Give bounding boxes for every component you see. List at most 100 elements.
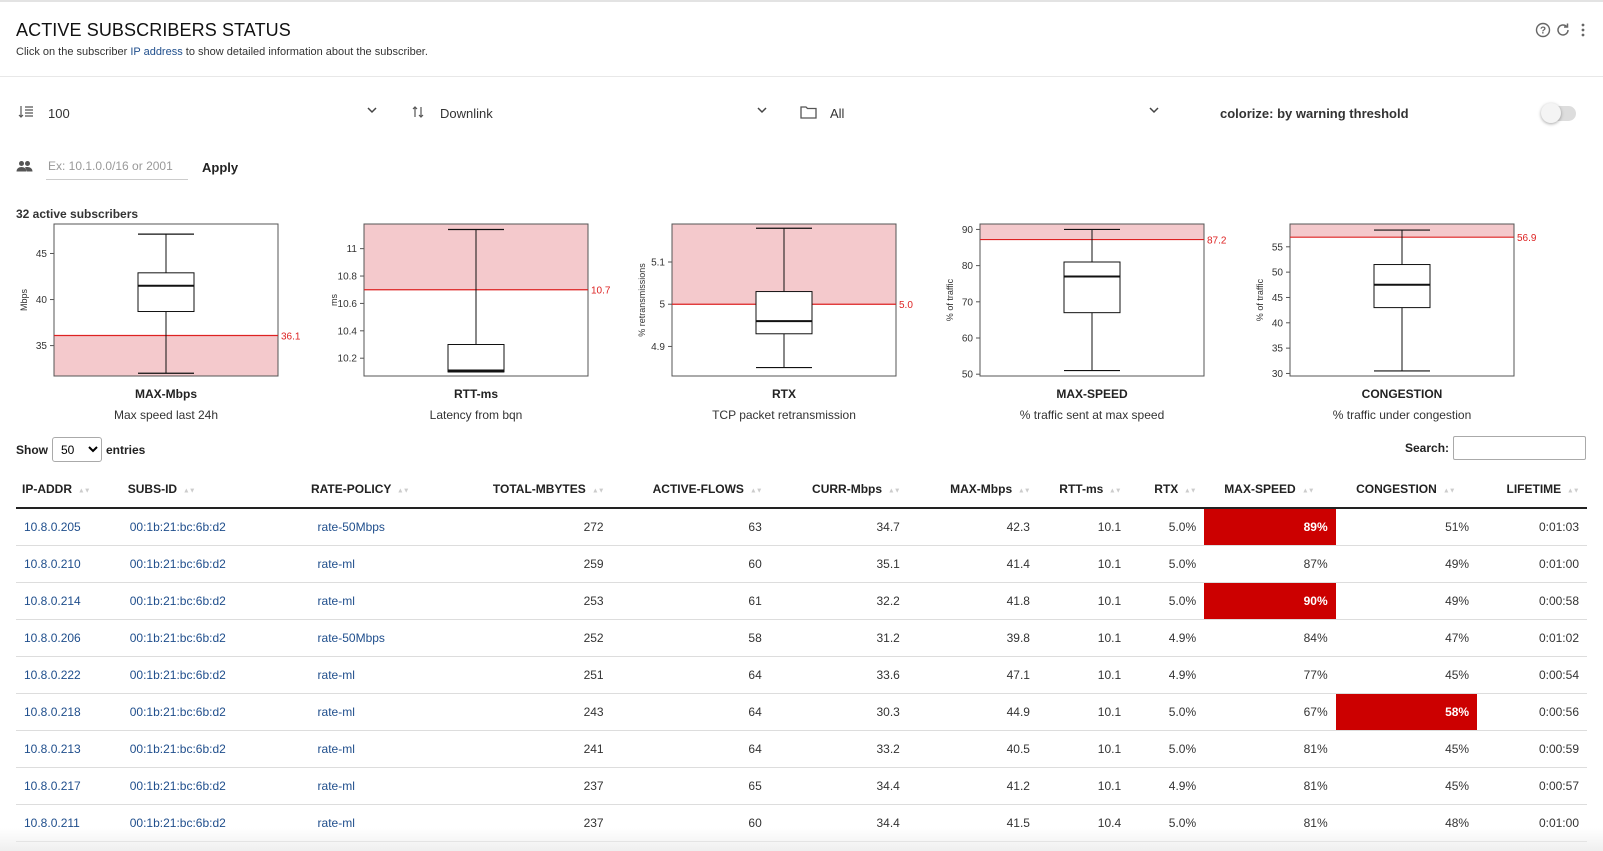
y-tick-label: 40 [36, 295, 48, 306]
table-cell: 4.9% [1129, 767, 1205, 805]
table-cell[interactable]: rate-ml [275, 545, 447, 583]
table-cell[interactable]: 00:1b:21:bc:6b:d2 [121, 767, 276, 805]
table-cell[interactable]: rate-50Mbps [275, 508, 447, 546]
table-cell: 44.9 [907, 693, 1038, 731]
table-cell: 34.4 [769, 767, 908, 805]
filter-input[interactable] [46, 155, 188, 180]
table-cell: 4.9% [1129, 619, 1205, 657]
chart-title: RTT-ms [454, 387, 498, 401]
sort-icon[interactable]: ▲▼ [1018, 485, 1031, 494]
table-cell[interactable]: 00:1b:21:bc:6b:d2 [121, 804, 276, 842]
table-cell[interactable]: 00:1b:21:bc:6b:d2 [121, 730, 276, 768]
table-cell[interactable]: 10.8.0.205 [16, 508, 122, 546]
table-cell: 87% [1204, 545, 1336, 583]
sort-icon[interactable]: ▲▼ [77, 485, 91, 494]
more-vert-icon[interactable] [1575, 22, 1591, 40]
table-cell: 77% [1204, 656, 1336, 694]
y-axis-label: % of traffic [945, 278, 955, 321]
column-header[interactable]: TOTAL-MBYTES ▲▼ [446, 470, 612, 509]
table-cell: 41.8 [907, 582, 1038, 620]
table-cell: 5.0% [1129, 582, 1205, 620]
column-header[interactable]: SUBS-ID ▲▼ [121, 470, 276, 509]
table-cell: 63 [611, 508, 770, 546]
sort-icon[interactable]: ▲▼ [183, 485, 196, 494]
table-row: 10.8.0.210 00:1b:21:bc:6b:d2 rate-ml 259 60 3… [16, 545, 1587, 583]
sort-icon[interactable]: ▲▼ [1567, 485, 1580, 494]
table-cell[interactable]: rate-ml [275, 804, 447, 842]
entries-select[interactable]: 50 [52, 437, 102, 462]
table-cell[interactable]: 00:1b:21:bc:6b:d2 [121, 508, 276, 546]
column-header[interactable]: CONGESTION ▲▼ [1335, 470, 1478, 509]
table-cell: 33.2 [769, 730, 908, 768]
iqr-box [1063, 261, 1121, 314]
subtitle-post: to show detailed information about the s… [182, 46, 428, 58]
column-header[interactable]: RATE-POLICY ▲▼ [275, 470, 447, 509]
apply-button[interactable]: Apply [202, 160, 239, 175]
column-header[interactable]: RTX ▲▼ [1129, 470, 1205, 509]
sort-icon[interactable]: ▲▼ [397, 485, 410, 494]
folder-select[interactable]: All [798, 100, 1160, 126]
table-cell: 45% [1335, 656, 1478, 694]
column-header[interactable]: MAX-SPEED ▲▼ [1204, 470, 1336, 509]
table-cell[interactable]: 10.8.0.222 [16, 656, 122, 694]
column-header[interactable]: MAX-Mbps ▲▼ [907, 470, 1038, 509]
column-header[interactable]: CURR-Mbps ▲▼ [769, 470, 908, 509]
help-icon[interactable]: ? [1535, 22, 1551, 40]
column-header[interactable]: LIFETIME ▲▼ [1477, 470, 1587, 509]
direction-select[interactable]: Downlink [408, 100, 768, 126]
column-header-label: LIFETIME [1506, 481, 1562, 496]
threshold-label: 87.2 [1207, 236, 1227, 247]
y-tick-label: 50 [962, 370, 974, 381]
toggle-knob [1541, 103, 1561, 123]
sort-icon[interactable]: ▲▼ [888, 485, 901, 494]
table-cell: 34.4 [769, 804, 908, 842]
table-cell[interactable]: rate-ml [275, 730, 447, 768]
show-entries: Show 50 entries [16, 437, 145, 462]
sort-icon[interactable]: ▲▼ [749, 485, 763, 494]
table-cell[interactable]: 10.8.0.218 [16, 693, 122, 731]
sort-icon[interactable]: ▲▼ [1109, 485, 1122, 494]
sort-icon[interactable]: ▲▼ [591, 485, 605, 494]
table-cell[interactable]: 00:1b:21:bc:6b:d2 [121, 619, 276, 657]
table-cell: 39.8 [907, 619, 1038, 657]
table-cell[interactable]: 10.8.0.214 [16, 582, 122, 620]
column-header[interactable]: IP-ADDR ▲▼ [16, 470, 122, 509]
chart-subtitle: Latency from bqn [430, 408, 523, 422]
table-cell: 259 [446, 545, 612, 583]
y-tick-label: 10.2 [338, 354, 358, 365]
table-cell: 31.2 [769, 619, 908, 657]
table-cell[interactable]: 10.8.0.206 [16, 619, 122, 657]
limit-select[interactable]: 100 [16, 100, 378, 126]
sort-icon[interactable]: ▲▼ [1301, 485, 1315, 494]
colorize-toggle[interactable] [1541, 103, 1576, 123]
sort-icon[interactable]: ▲▼ [1184, 485, 1197, 494]
sort-icon[interactable]: ▲▼ [1442, 485, 1456, 494]
table-cell[interactable]: 00:1b:21:bc:6b:d2 [121, 582, 276, 620]
table-cell[interactable]: 10.8.0.217 [16, 767, 122, 805]
column-header[interactable]: RTT-ms ▲▼ [1037, 470, 1130, 509]
refresh-icon[interactable] [1555, 22, 1571, 40]
column-header-label: RATE-POLICY [310, 481, 392, 496]
active-count: 32 active subscribers [16, 207, 139, 221]
table-cell: 84% [1204, 619, 1336, 657]
table-cell[interactable]: 10.8.0.211 [16, 804, 122, 842]
table-cell: 10.4 [1037, 804, 1130, 842]
table-cell[interactable]: rate-ml [275, 582, 447, 620]
search-input[interactable] [1453, 436, 1587, 460]
plot-frame [1289, 223, 1515, 377]
table-cell[interactable]: rate-ml [275, 656, 447, 694]
table-cell: 5.0% [1129, 730, 1205, 768]
table-cell[interactable]: rate-50Mbps [275, 619, 447, 657]
table-cell[interactable]: rate-ml [275, 693, 447, 731]
subtitle-link[interactable]: IP address [130, 46, 183, 58]
table-cell[interactable]: 10.8.0.210 [16, 545, 122, 583]
column-header-label: ACTIVE-FLOWS [652, 481, 744, 496]
threshold-label: 56.9 [1517, 233, 1537, 244]
column-header[interactable]: ACTIVE-FLOWS ▲▼ [611, 470, 770, 509]
table-row: 10.8.0.217 00:1b:21:bc:6b:d2 rate-ml 237 65 3… [16, 767, 1587, 805]
table-cell[interactable]: 10.8.0.213 [16, 730, 122, 768]
table-cell[interactable]: 00:1b:21:bc:6b:d2 [121, 656, 276, 694]
table-cell[interactable]: rate-ml [275, 767, 447, 805]
table-cell[interactable]: 00:1b:21:bc:6b:d2 [121, 545, 276, 583]
table-cell[interactable]: 00:1b:21:bc:6b:d2 [121, 693, 276, 731]
